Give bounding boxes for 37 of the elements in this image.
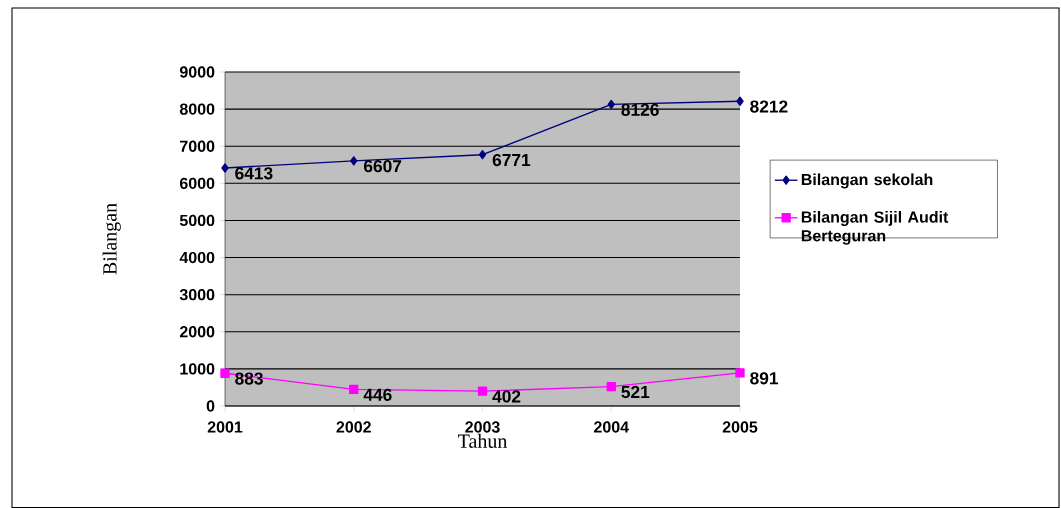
point (736, 96, 744, 106)
y-tick-label: 5000 (179, 214, 215, 227)
y-tick-label: 4000 (179, 251, 215, 264)
data-label: 521 (621, 385, 650, 399)
x-axis-title: Tahun (458, 433, 508, 448)
data-label: 446 (363, 388, 392, 401)
y-tick-label: 0 (206, 400, 215, 412)
point (220, 368, 230, 378)
point (477, 386, 488, 396)
legend-label: Bilangan sekolah (801, 173, 933, 189)
legend-label: Bilangan Sijil Audit Berteguran (801, 210, 949, 245)
y-axis-title: Bilangan (102, 203, 121, 275)
y-tick-label: 1000 (180, 363, 215, 375)
x-tick-label: 2003 (465, 421, 500, 433)
y-tick-label: 2000 (179, 326, 215, 338)
point (349, 384, 359, 395)
x-tick-label: 2001 (207, 421, 243, 433)
x-tick-label: 2005 (722, 421, 758, 433)
data-label: 402 (492, 390, 521, 403)
data-label: 6413 (235, 167, 273, 180)
y-tick-label: 6000 (179, 177, 215, 190)
point (607, 99, 615, 110)
point (735, 368, 745, 378)
y-tick-label: 3000 (179, 289, 215, 301)
point (350, 156, 358, 166)
data-label: 6607 (363, 160, 402, 173)
data-label: 8212 (750, 100, 788, 113)
y-tick-label: 8000 (179, 103, 215, 115)
point (221, 163, 229, 173)
point (478, 150, 487, 160)
point (606, 382, 616, 392)
x-tick-label: 2002 (336, 421, 371, 433)
x-tick-label: 2004 (594, 421, 629, 433)
data-label: 6771 (492, 153, 531, 167)
data-label: 891 (750, 372, 779, 385)
y-tick-label: 7000 (180, 140, 215, 152)
y-tick-label: 9000 (179, 66, 215, 78)
